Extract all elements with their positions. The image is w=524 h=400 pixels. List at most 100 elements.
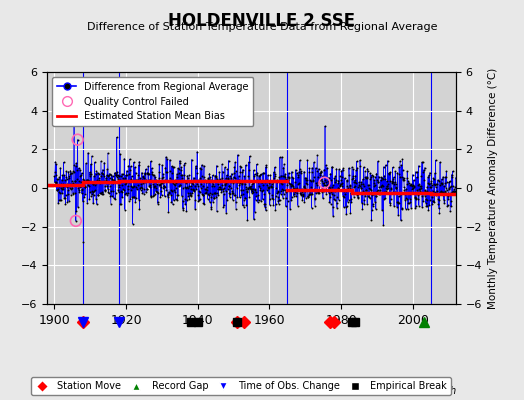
Point [371,174,379,180]
Point [273,179,281,185]
Point [423,184,431,190]
Point [118,194,126,201]
Point [296,157,304,164]
Point [188,156,196,163]
Point [196,174,204,181]
Point [401,190,410,197]
Point [372,170,380,177]
Point [137,184,146,190]
Point [268,184,277,190]
Point [393,204,401,210]
Point [214,186,222,192]
Point [277,191,285,197]
Point [412,194,421,201]
Point [118,182,126,188]
Point [55,188,63,195]
Point [80,194,89,200]
Point [237,181,246,188]
Point [283,178,291,184]
Point [136,175,144,182]
Point [399,167,407,174]
Point [50,179,59,186]
Point [325,185,334,192]
Point [400,187,409,194]
Point [451,174,460,181]
Point [117,188,125,195]
Point [179,198,187,204]
Point [329,182,337,188]
Point [123,172,131,178]
Point [232,198,240,205]
Point [315,177,324,184]
Point [408,172,417,178]
Point [310,159,318,166]
Point [151,174,159,180]
Point [300,175,309,181]
Point [206,174,214,181]
Point [420,164,429,171]
Point [211,190,220,197]
Point [263,187,271,193]
Point [236,164,245,170]
Point [99,171,107,178]
Point [123,183,132,189]
Point [355,181,363,188]
Point [434,205,443,212]
Point [246,185,255,192]
Point [364,192,372,199]
Point [191,206,199,212]
Point [209,198,217,205]
Point [392,185,400,192]
Point [448,174,456,180]
Point [111,169,119,176]
Point [230,174,238,180]
Point [449,188,457,194]
Point [271,173,279,179]
Point [119,177,128,184]
Point [270,178,278,184]
Point [436,189,444,196]
Point [327,188,335,195]
Point [94,192,102,199]
Point [102,177,111,183]
Point [335,186,344,192]
Point [268,195,276,202]
Point [435,210,444,216]
Point [135,206,144,212]
Point [411,168,420,175]
Point [249,180,257,186]
Point [333,185,342,191]
Point [279,194,287,201]
Point [226,173,234,179]
Point [346,183,354,189]
Point [208,204,216,210]
Point [113,134,121,140]
Point [310,174,318,180]
Point [234,178,242,184]
Point [95,190,104,197]
Point [138,176,146,183]
Point [220,191,228,198]
Point [112,171,121,178]
Point [222,180,231,186]
Point [212,172,220,179]
Point [321,182,329,189]
Point [114,173,123,179]
Point [120,186,128,193]
Point [221,164,229,171]
Point [79,239,88,245]
Point [125,198,133,204]
Point [330,175,339,181]
Point [210,194,219,201]
Point [293,184,301,191]
Point [336,182,344,188]
Point [166,168,174,174]
Point [118,171,127,177]
Point [428,194,436,200]
Point [249,186,257,192]
Point [385,170,394,177]
Point [75,189,84,195]
Point [141,166,150,172]
Point [237,187,245,194]
Point [295,187,303,194]
